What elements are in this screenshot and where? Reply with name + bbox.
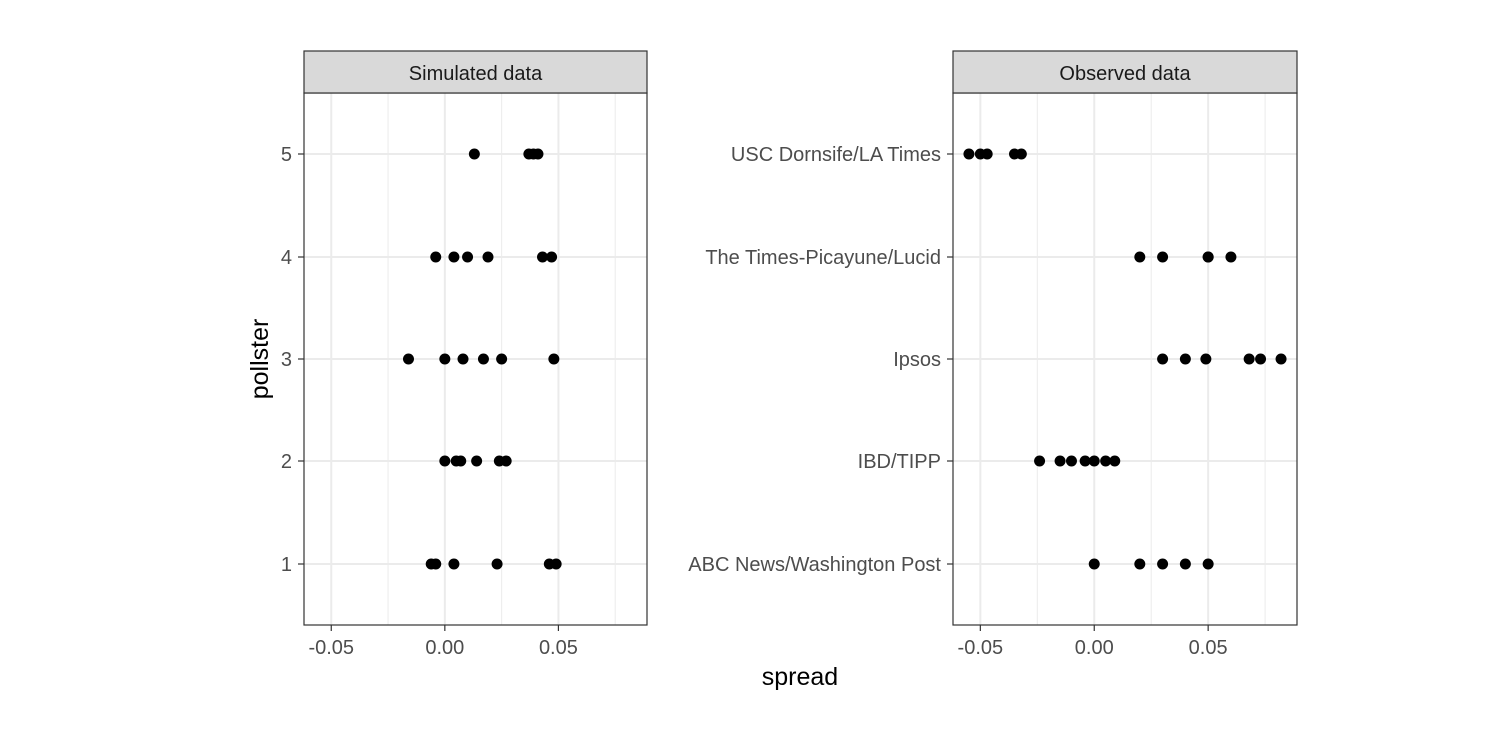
data-point (1157, 251, 1169, 263)
data-point (468, 148, 480, 160)
data-point (1202, 251, 1214, 263)
facet-strip-label: Simulated data (409, 63, 543, 85)
x-axis-title: spread (762, 663, 838, 691)
y-tick-label: The Times-Picayune/Lucid (705, 247, 941, 269)
y-tick-label: 5 (281, 144, 292, 166)
data-point (455, 455, 467, 467)
y-axis-title: pollster (246, 319, 274, 400)
facet-strip (952, 50, 1298, 94)
y-tick-label: USC Dornsife/LA Times (731, 144, 941, 166)
data-point (439, 353, 451, 365)
data-point (963, 148, 975, 160)
facet-panel-1: Simulated data -0.05 0.00 0.05 1 2 3 4 5 (281, 50, 648, 659)
data-point (462, 251, 474, 263)
data-point (471, 455, 483, 467)
y-tick-label: 3 (281, 349, 292, 371)
data-point (1275, 353, 1287, 365)
data-point (1100, 455, 1112, 467)
data-point (430, 558, 442, 570)
facet-panel-2: Observed data -0.05 0.00 0.05 ABC News/Washi… (688, 50, 1298, 659)
data-point (1157, 558, 1169, 570)
data-point (439, 455, 451, 467)
data-point (1109, 455, 1121, 467)
x-tick-label: 0.00 (1075, 637, 1114, 659)
facet-strip (303, 50, 648, 94)
data-point (457, 353, 469, 365)
y-tick-label: ABC News/Washington Post (688, 554, 941, 576)
data-point (1243, 353, 1255, 365)
data-point (550, 558, 562, 570)
data-point (430, 251, 442, 263)
data-point (448, 251, 460, 263)
data-point (1079, 455, 1091, 467)
data-point (482, 251, 494, 263)
data-point (1088, 455, 1100, 467)
data-point (1134, 251, 1146, 263)
data-point (532, 148, 544, 160)
facet-strip-label: Observed data (1059, 63, 1191, 85)
data-point (1179, 353, 1191, 365)
data-point (1255, 353, 1267, 365)
data-point (1088, 558, 1100, 570)
y-tick-label: 2 (281, 451, 292, 473)
data-point (1034, 455, 1046, 467)
data-point (548, 353, 560, 365)
data-point (477, 353, 489, 365)
data-point (448, 558, 460, 570)
data-point (496, 353, 508, 365)
data-point (1054, 455, 1066, 467)
data-point (1225, 251, 1237, 263)
y-tick-label: 1 (281, 554, 292, 576)
x-tick-label: 0.05 (539, 637, 578, 659)
data-point (1179, 558, 1191, 570)
y-tick-label: 4 (281, 247, 292, 269)
data-point (546, 251, 558, 263)
y-tick-label: IBD/TIPP (858, 451, 941, 473)
x-tick-label: -0.05 (308, 637, 354, 659)
data-point (402, 353, 414, 365)
data-point (981, 148, 993, 160)
data-point (537, 251, 549, 263)
data-point (1065, 455, 1077, 467)
y-tick-label: Ipsos (893, 349, 941, 371)
x-tick-label: -0.05 (958, 637, 1004, 659)
data-point (1200, 353, 1212, 365)
x-tick-label: 0.05 (1189, 637, 1228, 659)
data-point (1157, 353, 1169, 365)
data-point (1134, 558, 1146, 570)
x-tick-label: 0.00 (425, 637, 464, 659)
data-point (1015, 148, 1027, 160)
data-point (500, 455, 512, 467)
data-point (491, 558, 503, 570)
data-point (1202, 558, 1214, 570)
